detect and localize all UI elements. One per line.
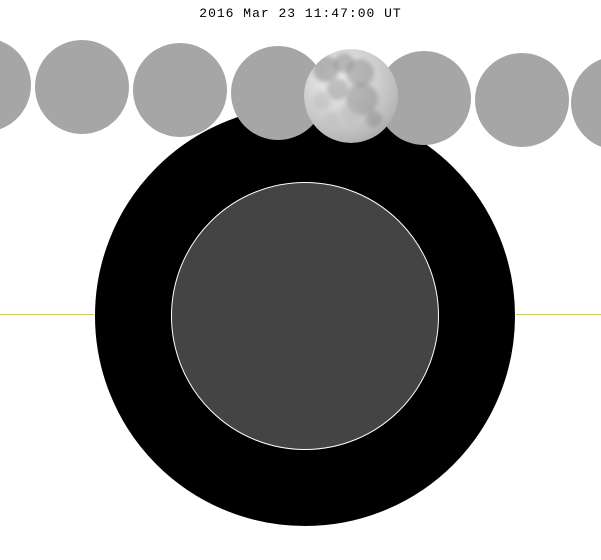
mare-8 — [325, 112, 339, 126]
mare-6 — [340, 103, 360, 123]
mare-7 — [366, 111, 382, 127]
umbra-circle — [171, 182, 439, 450]
moon-position-5 — [475, 53, 569, 147]
mare-5 — [313, 92, 331, 110]
eclipse-diagram: 2016 Mar 23 11:47:00 UT — [0, 0, 601, 560]
moon-position-1 — [35, 40, 129, 134]
moon-at-greatest-eclipse — [304, 49, 398, 143]
moon-position-0 — [0, 38, 31, 132]
timestamp-title: 2016 Mar 23 11:47:00 UT — [0, 6, 601, 21]
moon-position-2 — [133, 43, 227, 137]
moon-position-6 — [571, 56, 601, 150]
